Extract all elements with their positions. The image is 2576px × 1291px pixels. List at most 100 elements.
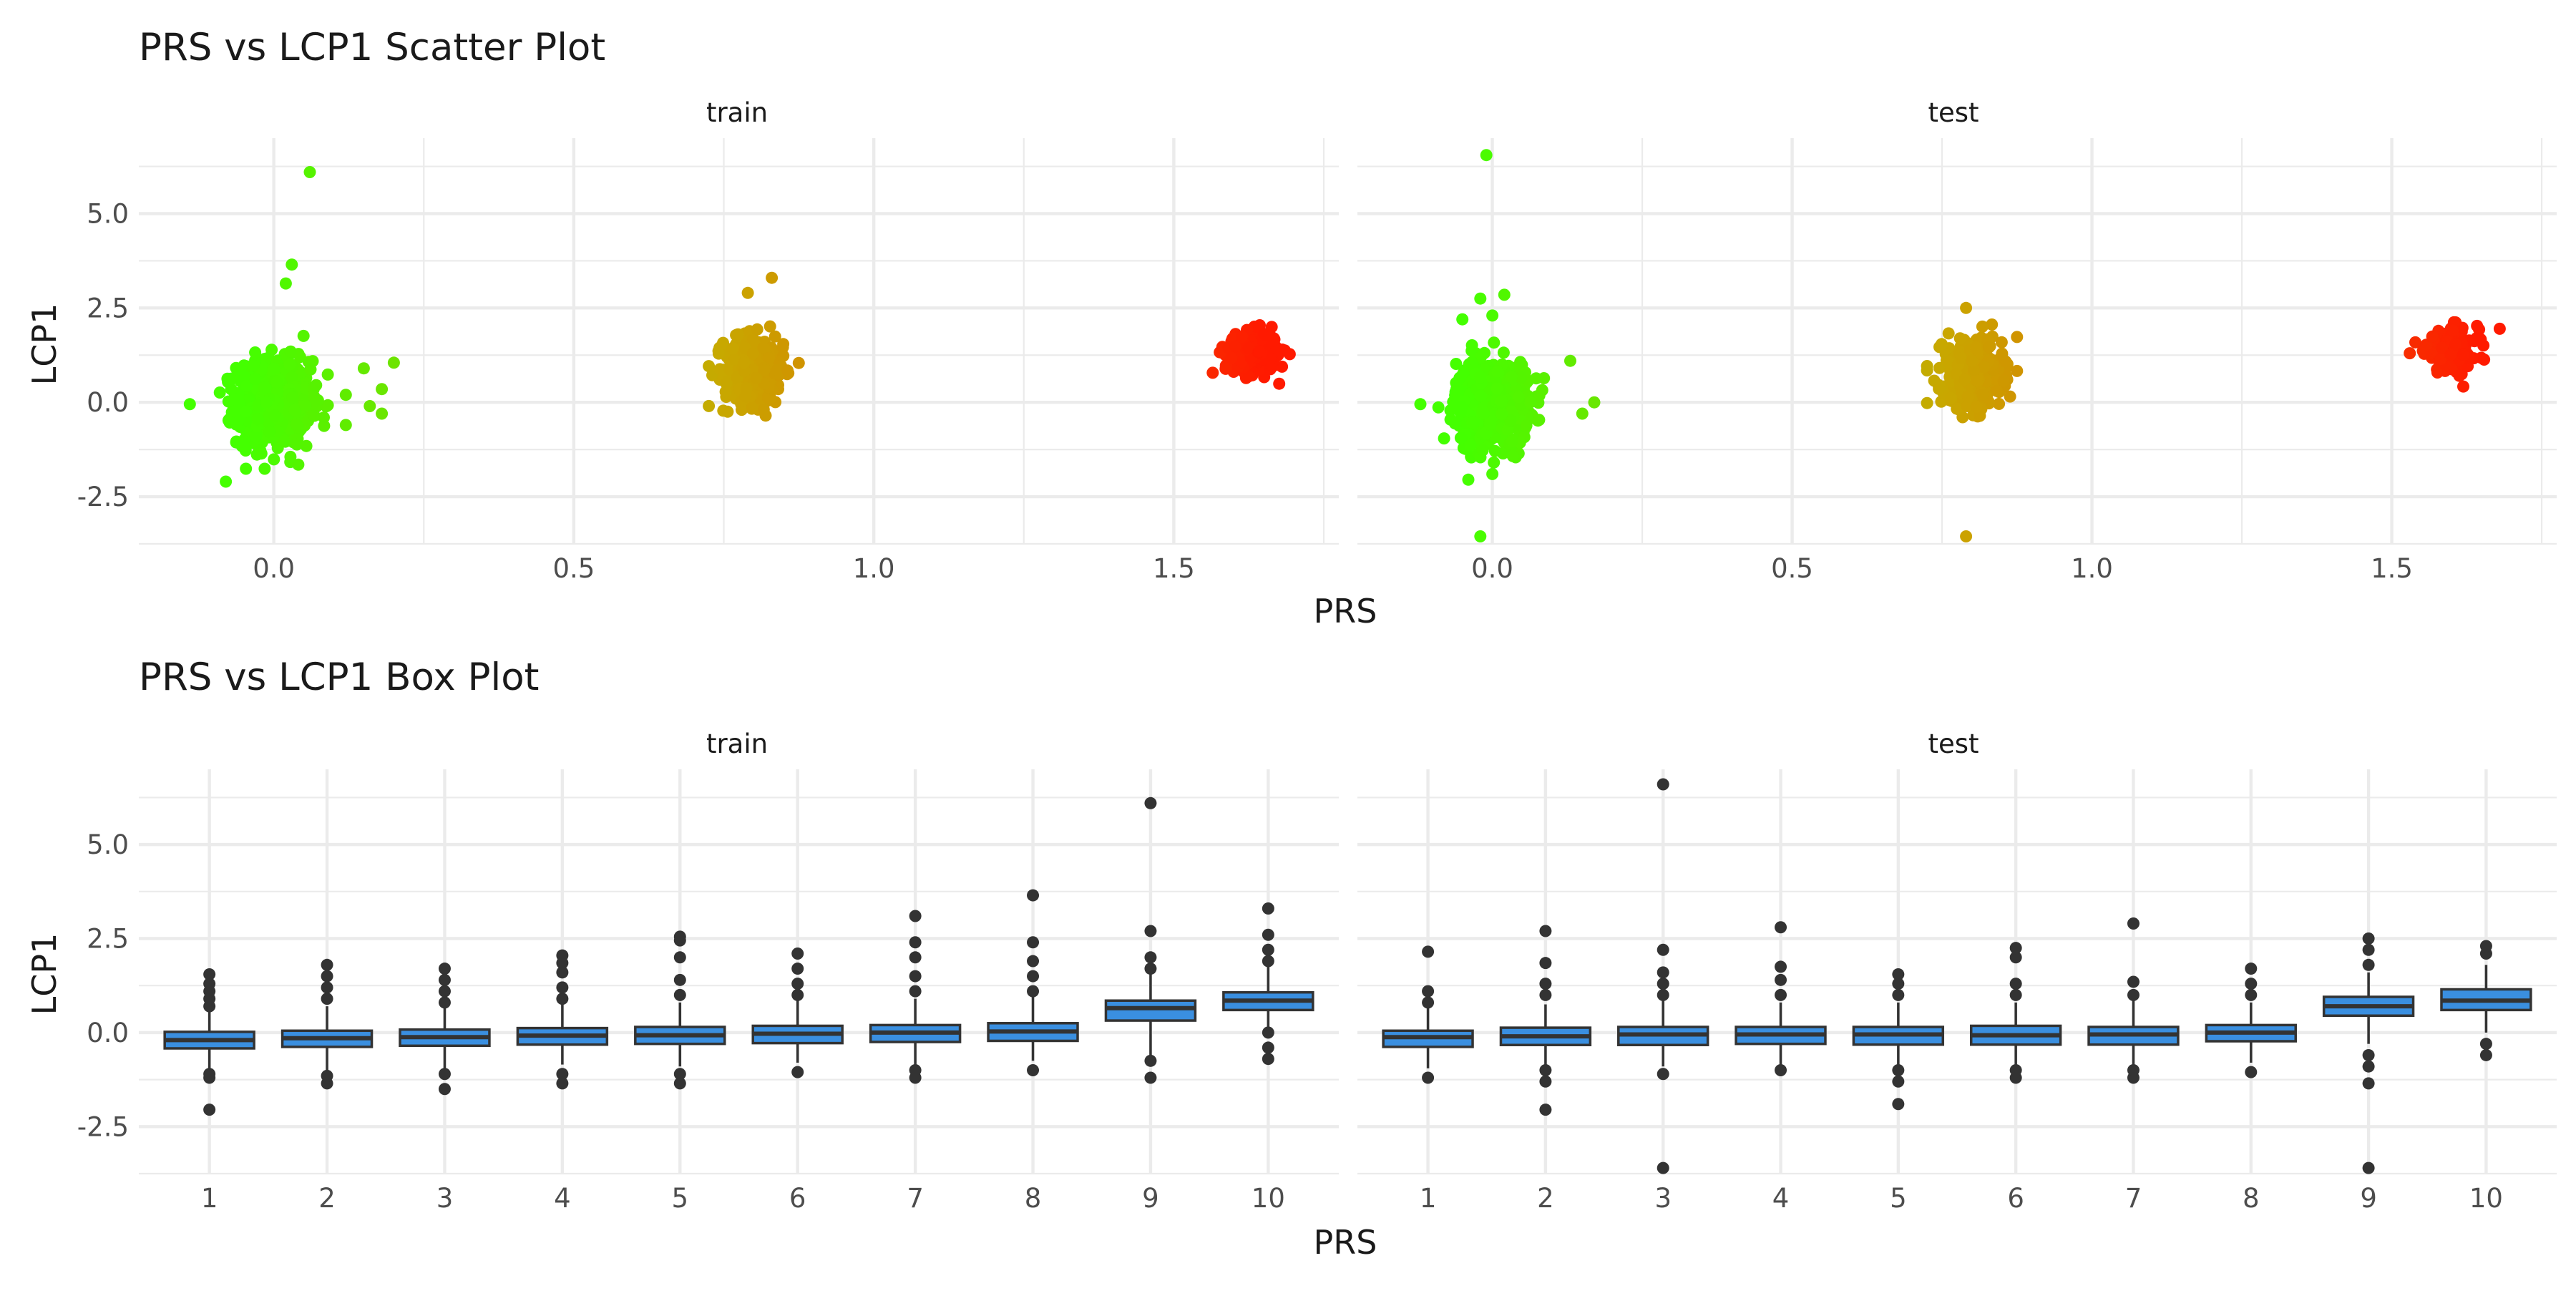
boxplot-outlier <box>1027 970 1040 983</box>
boxplot-box-group <box>399 963 491 1096</box>
boxplot-panel-test: 1 2 3 4 5 6 7 8 9 10 <box>1357 769 2557 1214</box>
boxplot-outlier <box>1144 951 1157 964</box>
scatter-point <box>1936 338 1948 351</box>
scatter-point <box>1530 372 1543 385</box>
scatter-point <box>240 379 253 392</box>
boxplot-x-tick-label: 6 <box>789 1183 806 1214</box>
boxplot-outlier <box>2362 1161 2375 1174</box>
scatter-point <box>1480 149 1493 162</box>
boxplot-outlier <box>2362 943 2375 956</box>
scatter-point <box>2457 349 2469 361</box>
boxplot-outlier <box>1262 928 1274 941</box>
boxplot-outlier <box>2009 951 2022 964</box>
boxplot-strip-train: train <box>706 729 768 759</box>
boxplot-outlier <box>203 978 216 990</box>
scatter-point <box>249 372 261 385</box>
boxplot-outlier <box>2362 1060 2375 1073</box>
scatter-point <box>213 386 226 399</box>
boxplot-box-group <box>2205 963 2297 1078</box>
scatter-point <box>183 398 196 411</box>
boxplot-outlier <box>1892 1063 1905 1076</box>
scatter-point <box>1465 339 1478 351</box>
scatter-point <box>260 396 273 409</box>
boxplot-outlier <box>1539 988 1552 1001</box>
scatter-point <box>250 429 263 442</box>
boxplot-outlier <box>2479 940 2492 953</box>
scatter-point <box>750 371 763 384</box>
boxplot-x-tick-label: 3 <box>436 1183 454 1214</box>
boxplot-outlier <box>1539 978 1552 990</box>
scatter-point <box>1456 313 1469 326</box>
boxplot-outlier <box>2245 1066 2258 1078</box>
scatter-point <box>1486 467 1499 480</box>
scatter-point <box>364 400 376 412</box>
boxplot-outlier <box>2127 1063 2140 1076</box>
boxplot-outlier <box>1144 796 1157 809</box>
scatter-y-tick-label: 2.5 <box>87 293 129 323</box>
scatter-point <box>2474 333 2487 346</box>
scatter-point <box>1458 365 1470 378</box>
scatter-x-tick-label: 0.0 <box>253 553 295 584</box>
scatter-point <box>1970 374 1983 386</box>
boxplot-outlier <box>1775 973 1787 986</box>
scatter-title: PRS vs LCP1 Scatter Plot <box>139 26 605 69</box>
scatter-point <box>318 419 331 432</box>
scatter-y-tick-label: 0.0 <box>87 387 129 418</box>
scatter-point <box>1462 473 1475 486</box>
scatter-point <box>1484 419 1497 431</box>
scatter-point <box>279 277 292 290</box>
scatter-point <box>284 450 297 463</box>
scatter-point <box>268 362 280 375</box>
boxplot-x-tick-label: 6 <box>2007 1183 2024 1214</box>
scatter-point <box>1960 530 1973 542</box>
boxplot-title: PRS vs LCP1 Box Plot <box>139 656 539 699</box>
boxplot-outlier <box>2009 942 2022 955</box>
scatter-point <box>1520 419 1533 432</box>
boxplot-outlier <box>1775 921 1787 934</box>
scatter-point <box>1488 336 1501 349</box>
scatter-point <box>1960 301 1973 314</box>
boxplot-outlier <box>1027 985 1040 998</box>
scatter-y-tick-label: 5.0 <box>87 198 129 229</box>
boxplot-outlier <box>791 1066 804 1078</box>
scatter-point <box>2436 341 2449 354</box>
boxplot-panel-train: 1 2 3 4 5 6 7 8 9 10 -2.5 0.0 2.5 5.0 <box>77 769 1339 1214</box>
boxplot-x-tick-label: 10 <box>1252 1183 1285 1214</box>
scatter-point <box>220 475 233 488</box>
boxplot-outlier <box>1422 945 1435 958</box>
boxplot-outlier <box>1892 968 1905 980</box>
scatter-point <box>1450 358 1463 370</box>
boxplot-x-tick-label: 1 <box>1420 1183 1437 1214</box>
boxplot-outlier <box>2362 1077 2375 1090</box>
scatter-point <box>1986 318 1999 331</box>
scatter-point <box>763 320 776 333</box>
scatter-point <box>712 347 725 360</box>
scatter-point <box>292 458 305 471</box>
scatter-point <box>1564 354 1576 367</box>
boxplot-outlier <box>1539 1063 1552 1076</box>
scatter-point <box>741 286 754 299</box>
scatter-point <box>738 365 751 378</box>
boxplot-y-tick-label: -2.5 <box>77 1111 129 1142</box>
scatter-point <box>1506 449 1519 462</box>
boxplot-outlier <box>2245 988 2258 1001</box>
scatter-point <box>1501 424 1514 436</box>
scatter-point <box>776 341 789 354</box>
boxplot-outlier <box>909 951 922 964</box>
scatter-point <box>308 409 321 422</box>
scatter-point <box>1953 332 1966 345</box>
boxplot-outlier <box>1657 1161 1669 1174</box>
boxplot-outlier <box>1422 996 1435 1009</box>
scatter-point <box>1444 404 1457 416</box>
boxplot-outlier <box>673 988 686 1001</box>
boxplot-box-group <box>1499 925 1592 1116</box>
boxplot-outlier <box>203 1068 216 1081</box>
scatter-x-tick-label: 0.0 <box>1471 553 1513 584</box>
boxplot-outlier <box>673 951 686 964</box>
boxplot-outlier <box>2479 1038 2492 1051</box>
boxplot-outlier <box>1657 988 1669 1001</box>
boxplot-box-group <box>2322 932 2415 1174</box>
boxplot-outlier <box>1262 943 1274 956</box>
scatter-point <box>1506 434 1518 447</box>
scatter-point <box>1236 331 1249 343</box>
